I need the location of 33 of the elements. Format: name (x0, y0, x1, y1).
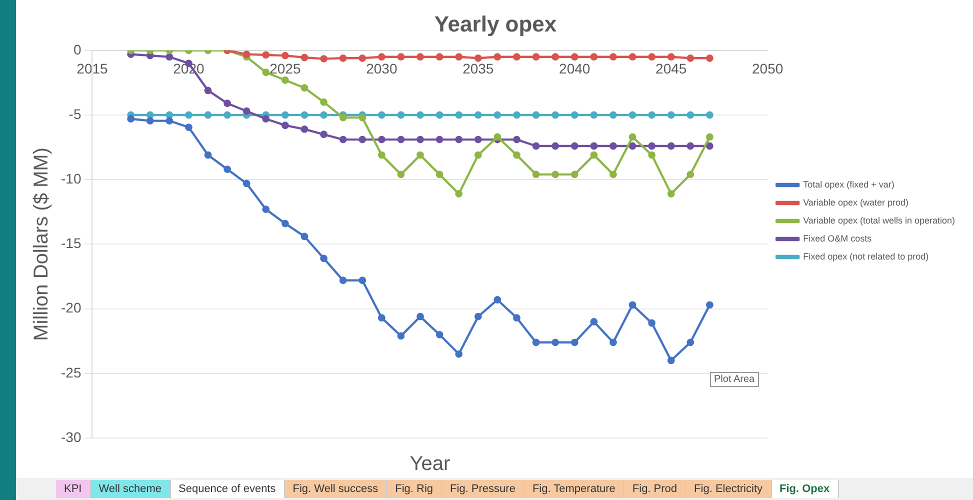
x-tick-label: 2015 (76, 60, 108, 77)
text: KPI (56, 480, 91, 498)
x-tick-label: 2040 (559, 60, 590, 77)
text: Fig. Pressure (442, 480, 524, 498)
legend-label: Total opex (fixed + var) (803, 179, 894, 190)
x-tick-label: 2030 (366, 60, 398, 77)
x-tick-label: 2050 (752, 60, 784, 77)
y-tick-label: -20 (61, 300, 82, 316)
y-tick-label: -5 (68, 106, 82, 122)
text: Well scheme (90, 480, 170, 498)
y-tick-label: -30 (61, 428, 82, 445)
text: Fig. Prod (624, 480, 686, 498)
text: Fig. Temperature (524, 480, 624, 498)
text: Fig. Well success (284, 480, 388, 498)
x-tick-label: 2045 (656, 60, 687, 77)
chart-title: Yearly opex (434, 11, 558, 36)
text: Fig. Rig (387, 480, 442, 498)
text: Fig. Electricity (686, 480, 772, 498)
y-axis-title: Million Dollars ($ MM) (30, 148, 53, 341)
annotation: Plot Area (710, 372, 759, 387)
y-tick-label: 0 (73, 41, 82, 58)
legend-label: Variable opex (water prod) (803, 197, 908, 208)
legend-label: Fixed O&M costs (803, 233, 872, 244)
x-tick-label: 2035 (462, 60, 494, 77)
legend-label: Fixed opex (not related to prod) (803, 251, 929, 262)
y-tick-label: -15 (61, 235, 82, 252)
text: Sequence of events (170, 480, 285, 498)
text: Fig. Opex (772, 480, 839, 498)
x-axis-title: Year (410, 453, 450, 475)
x-tick-label: 2025 (270, 60, 301, 77)
legend-label: Variable opex (total wells in operation) (803, 215, 956, 226)
y-tick-label: -10 (61, 170, 82, 186)
y-tick-label: -25 (61, 364, 82, 380)
